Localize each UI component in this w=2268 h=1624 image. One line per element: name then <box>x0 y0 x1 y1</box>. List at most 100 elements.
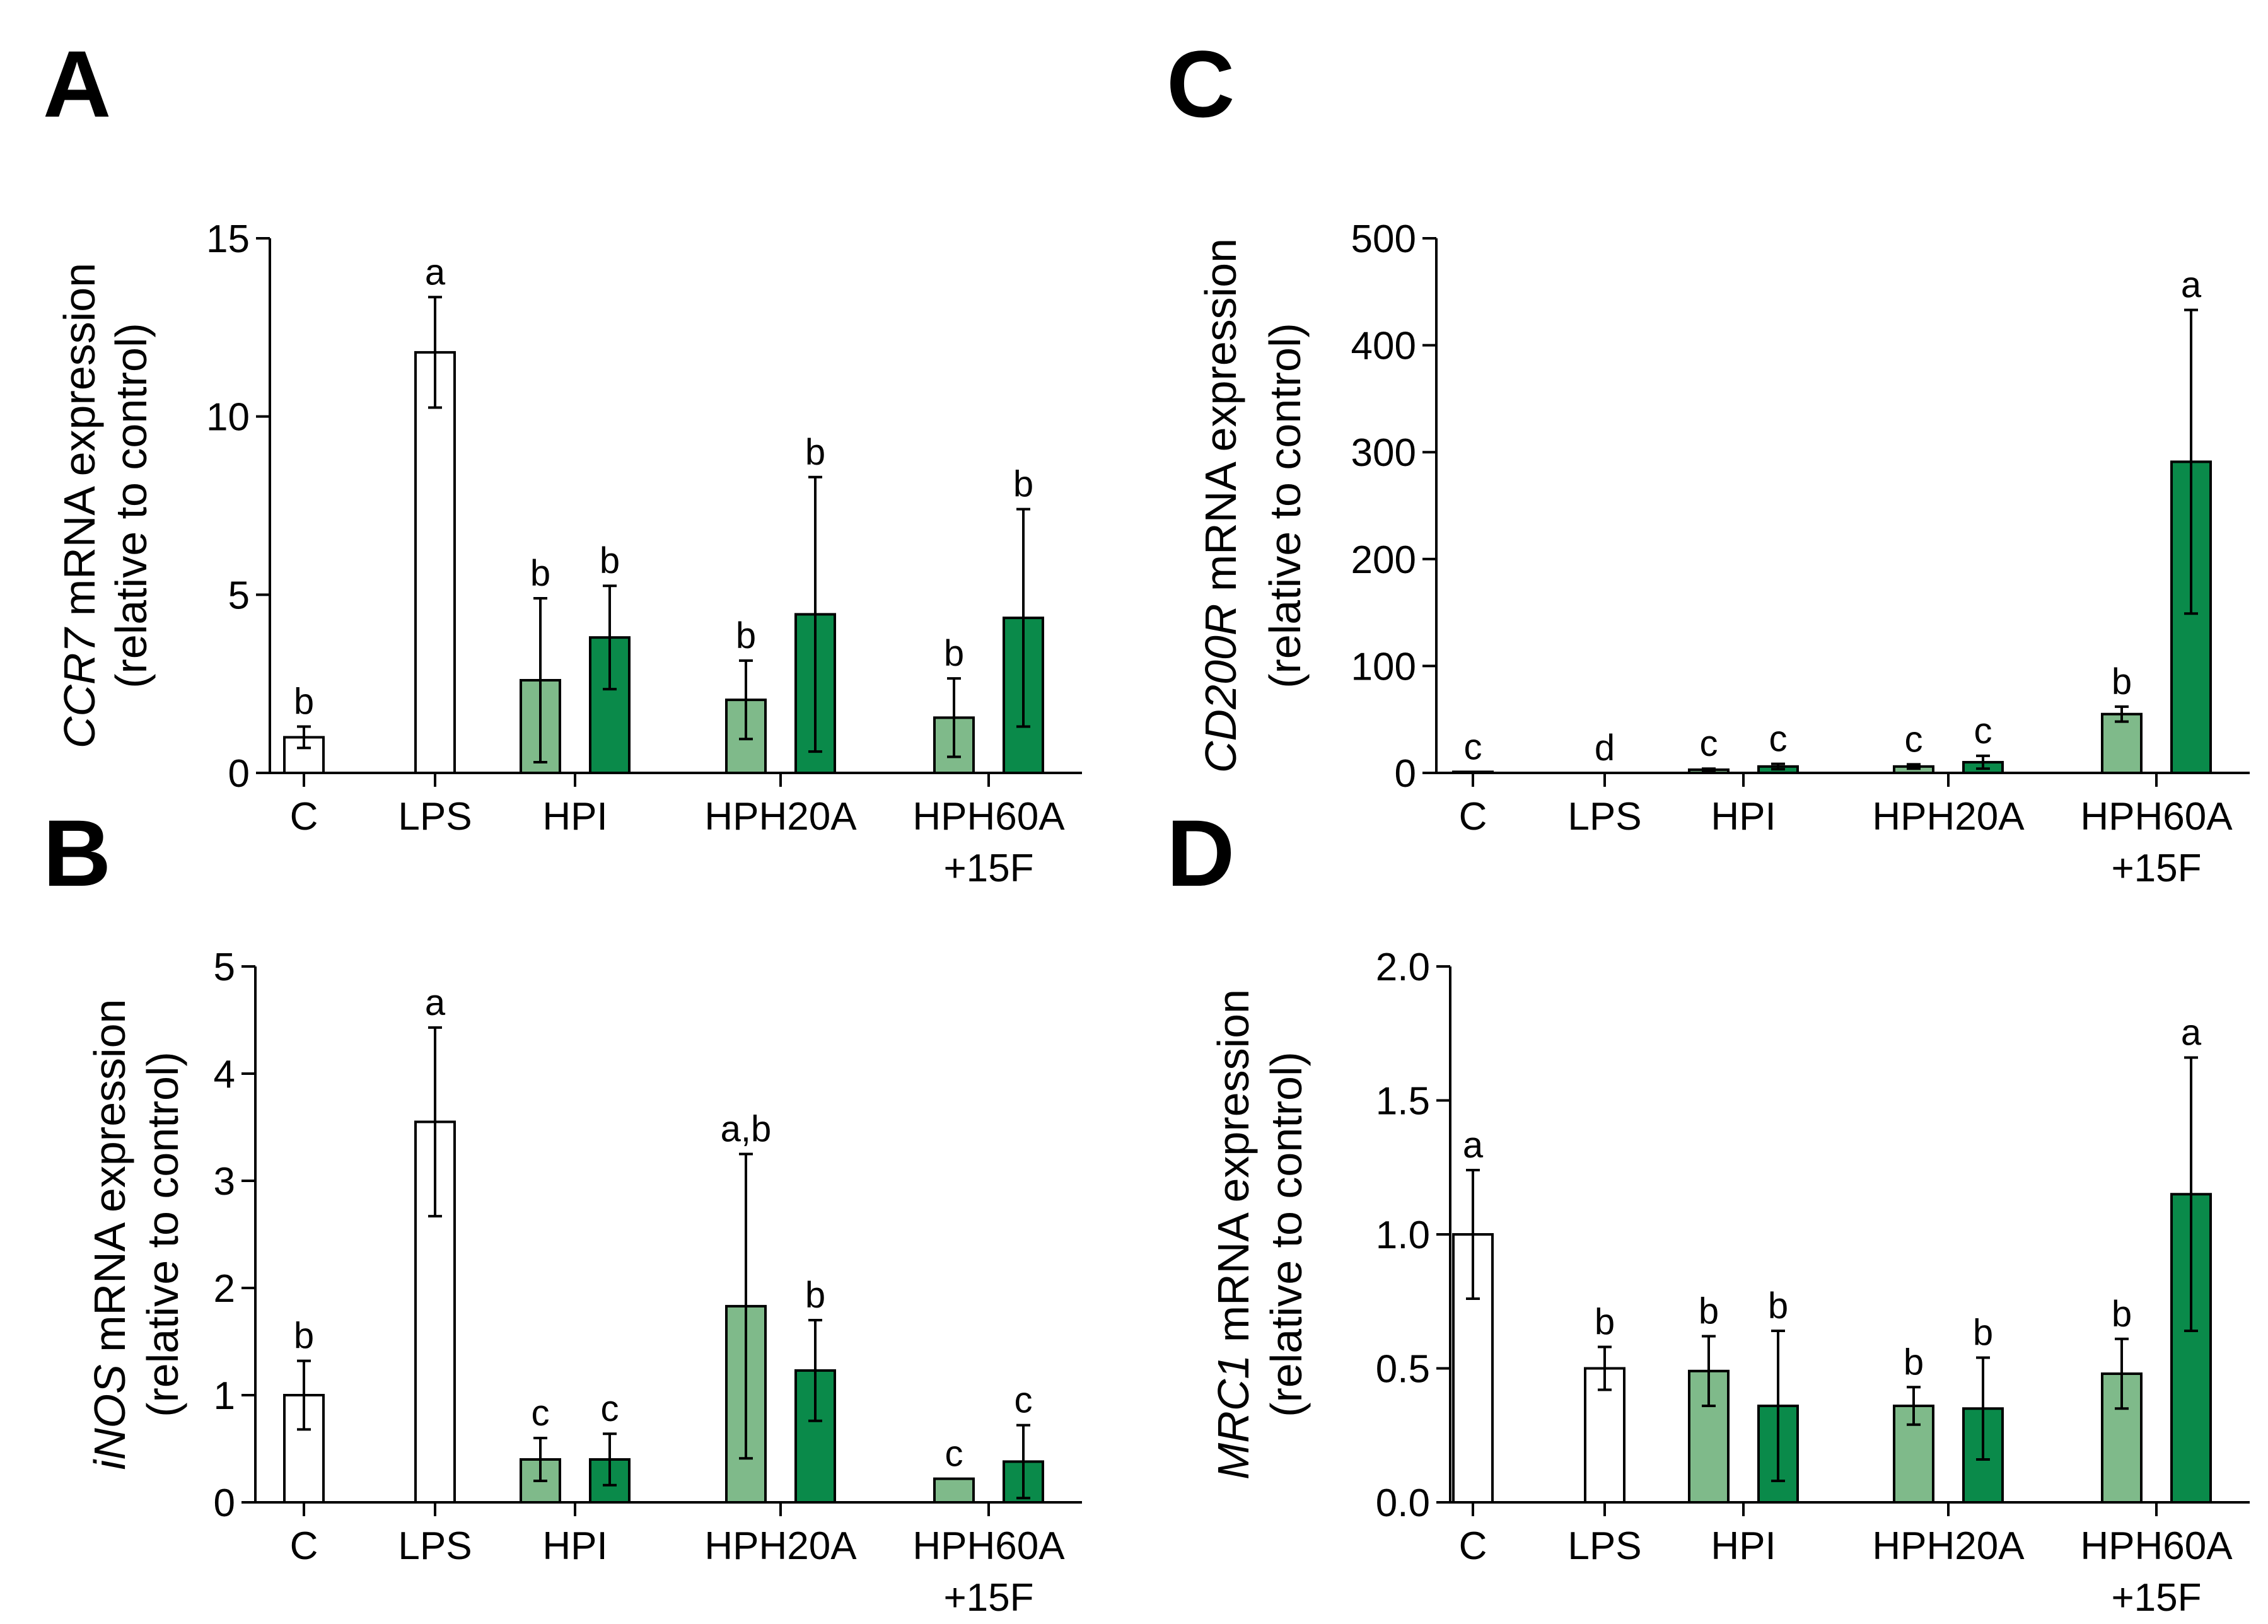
x-category-label-line2: +15F <box>943 1576 1033 1620</box>
significance-label: b <box>1699 1291 1719 1332</box>
significance-label: c <box>1015 1380 1033 1421</box>
panel-letter: D <box>1166 800 1235 906</box>
y-tick-label: 1.0 <box>1376 1214 1430 1257</box>
x-category-label: HPI <box>1711 1524 1776 1568</box>
x-category-label: C <box>1459 795 1487 838</box>
significance-label: c <box>1769 719 1788 760</box>
significance-label: b <box>600 540 620 581</box>
y-tick-label: 0 <box>1395 752 1416 796</box>
y-axis-title-text: mRNA expression <box>85 999 134 1365</box>
significance-label: a,b <box>721 1109 772 1150</box>
y-tick-label: 5 <box>228 574 250 617</box>
y-tick-label: 1 <box>214 1374 235 1418</box>
y-tick-label: 300 <box>1351 431 1416 475</box>
x-category-label: HPH20A <box>1872 1524 2025 1568</box>
significance-label: c <box>1905 719 1923 760</box>
chart-panel-c: C CD200R mRNA expression (relative to cont… <box>1166 31 2250 890</box>
y-tick-label: 2 <box>214 1267 235 1311</box>
y-tick-label: 0.5 <box>1376 1348 1430 1391</box>
y-tick-label: 1.5 <box>1376 1080 1430 1123</box>
y-tick-label: 200 <box>1351 538 1416 582</box>
x-category-label: HPH60A <box>2080 795 2233 838</box>
x-category-label: HPH20A <box>1872 795 2025 838</box>
x-category-label: LPS <box>398 795 472 838</box>
bar <box>2101 712 2143 774</box>
y-axis-title: MRC1 mRNA expression <box>1209 989 1258 1480</box>
y-tick-label: 5 <box>214 946 235 989</box>
x-category-label: HPI <box>542 795 607 838</box>
x-category-label: HPH60A <box>912 795 1065 838</box>
significance-label: c <box>1974 710 1992 751</box>
significance-label: a <box>425 252 446 293</box>
significance-label: a <box>2181 1012 2202 1053</box>
y-axis-title: CD200R mRNA expression <box>1196 238 1245 773</box>
x-category-label: LPS <box>1567 1524 1641 1568</box>
significance-label: b <box>2112 1294 2132 1335</box>
y-axis-title: CCR7 mRNA expression <box>55 263 104 748</box>
y-axis-title-text: mRNA expression <box>1209 989 1258 1355</box>
significance-label: c <box>1464 726 1482 767</box>
y-axis-title: iNOS mRNA expression <box>85 999 134 1470</box>
significance-label: b <box>805 432 825 473</box>
significance-label: b <box>944 633 964 674</box>
significance-label: c <box>601 1388 619 1429</box>
y-tick-label: 15 <box>206 218 250 261</box>
x-category-label: LPS <box>398 1524 472 1568</box>
y-axis-gene-name: iNOS <box>85 1364 134 1470</box>
x-category-label: C <box>290 1524 318 1568</box>
y-axis-gene-name: CCR7 <box>55 626 104 748</box>
y-tick-label: 0 <box>228 752 250 796</box>
significance-label: c <box>1700 723 1718 764</box>
significance-label: b <box>736 615 756 656</box>
significance-label: a <box>1463 1125 1484 1166</box>
y-axis-title-text: mRNA expression <box>1196 238 1245 604</box>
significance-label: c <box>945 1434 963 1475</box>
significance-label: a <box>2181 265 2202 306</box>
significance-label: b <box>1973 1313 1993 1354</box>
chart-panel-a: A CCR7 mRNA expression (relative to contro… <box>43 31 1082 890</box>
significance-label: b <box>805 1275 825 1316</box>
x-category-label: C <box>290 795 318 838</box>
x-category-label: HPH20A <box>704 1524 857 1568</box>
significance-label: b <box>294 1316 314 1357</box>
y-tick-label: 500 <box>1351 218 1416 261</box>
y-tick-label: 0.0 <box>1376 1482 1430 1525</box>
significance-label: b <box>1768 1285 1788 1326</box>
chart-panel-d: D MRC1 mRNA expression (relative to contro… <box>1166 800 2250 1620</box>
significance-label: d <box>1595 728 1615 768</box>
y-tick-label: 0 <box>214 1482 235 1525</box>
x-category-label: HPH20A <box>704 795 857 838</box>
y-axis-title-line2: (relative to control) <box>107 323 156 688</box>
y-axis-title-text: mRNA expression <box>55 263 104 629</box>
bar <box>414 351 456 774</box>
significance-label: b <box>1013 464 1033 505</box>
y-tick-label: 2.0 <box>1376 946 1430 989</box>
y-tick-label: 4 <box>214 1053 235 1096</box>
x-category-label: LPS <box>1567 795 1641 838</box>
bar <box>1452 770 1494 774</box>
x-category-label-line2: +15F <box>943 847 1033 890</box>
panel-letter: C <box>1166 31 1235 137</box>
x-category-label: HPH60A <box>912 1524 1065 1568</box>
x-category-label-line2: +15F <box>2111 847 2201 890</box>
y-tick-label: 400 <box>1351 325 1416 368</box>
bar <box>794 1369 836 1504</box>
y-tick-label: 10 <box>206 396 250 439</box>
y-axis-title-line2: (relative to control) <box>1262 1052 1311 1417</box>
panel-letter: B <box>43 800 111 906</box>
x-category-label: C <box>1459 1524 1487 1568</box>
y-axis-title-line2: (relative to control) <box>138 1052 187 1417</box>
significance-label: a <box>425 982 446 1023</box>
significance-label: b <box>294 682 314 722</box>
x-category-label: HPI <box>542 1524 607 1568</box>
x-category-label: HPI <box>1711 795 1776 838</box>
y-axis-title-line2: (relative to control) <box>1260 323 1310 688</box>
significance-label: b <box>1904 1342 1924 1383</box>
significance-label: b <box>2112 661 2132 702</box>
significance-label: b <box>1595 1302 1615 1343</box>
significance-label: c <box>532 1393 550 1434</box>
y-axis-gene-name: CD200R <box>1196 604 1245 773</box>
